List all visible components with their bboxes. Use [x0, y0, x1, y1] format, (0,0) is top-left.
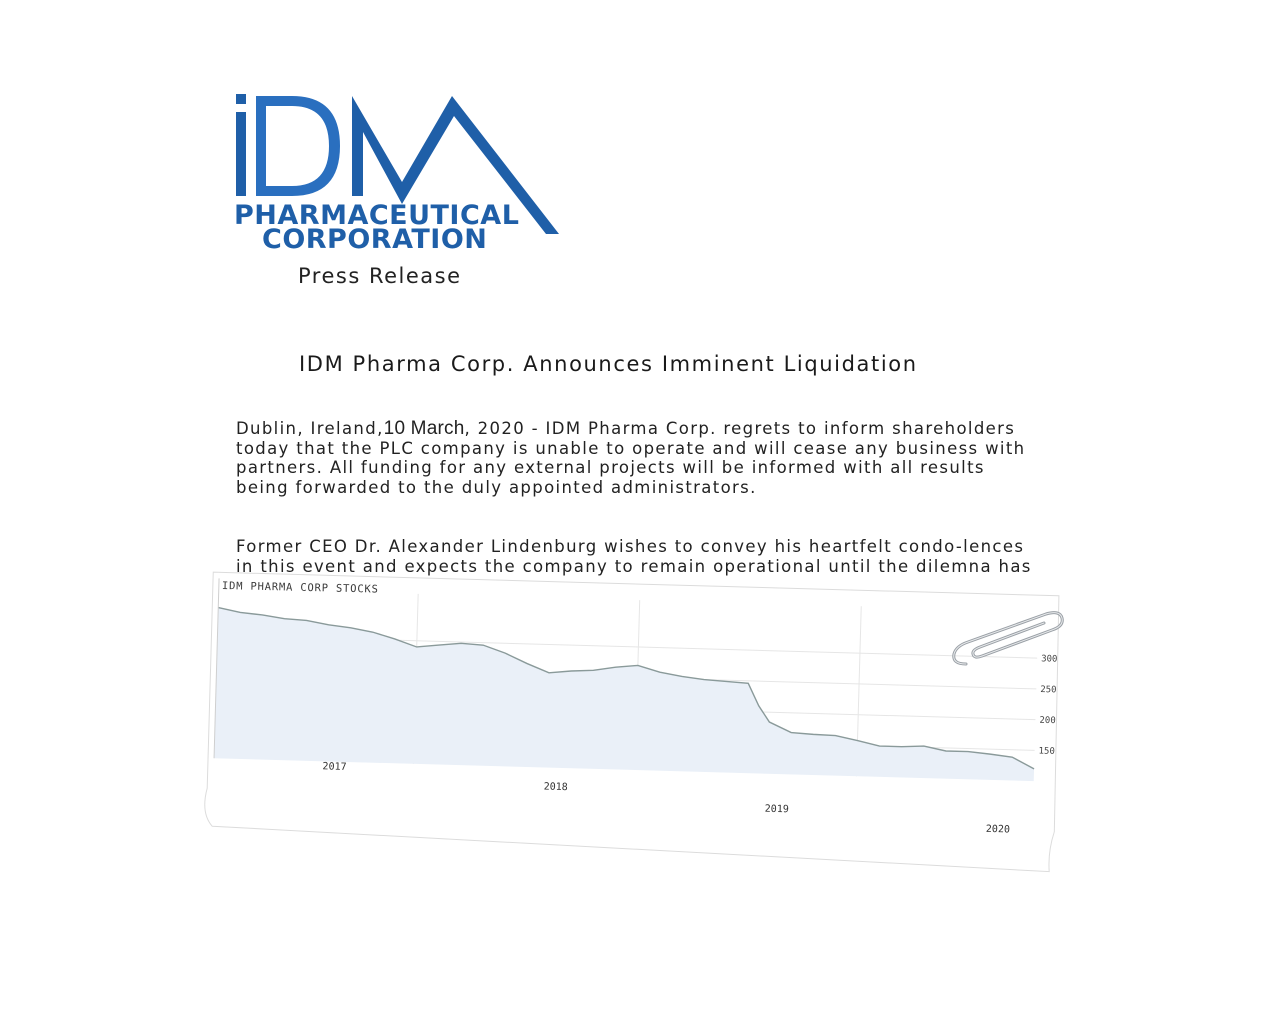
dateline-date: 10 March	[383, 418, 465, 439]
y-axis-line	[213, 578, 220, 759]
y-tick-label: 300	[1041, 654, 1058, 664]
company-logo: PHARMACEUTICAL CORPORATION	[232, 92, 562, 255]
y-tick-label: 250	[1040, 685, 1057, 695]
paragraph-1: Dublin, Ireland,10 March, 2020 - IDM Pha…	[236, 419, 1036, 497]
logo-letters-graphic	[236, 94, 559, 234]
paragraph-2: Former CEO Dr. Alexander Lindenburg wish…	[236, 537, 1032, 595]
y-tick-label: 200	[1039, 716, 1056, 726]
x-tick-label: 2020	[986, 824, 1010, 836]
y-tick-label: 150	[1038, 747, 1055, 757]
x-tick-label: 2017	[322, 761, 346, 773]
chart-paper: 300 250 200 150 2017 2018 2019 2020	[204, 571, 1060, 873]
press-release-label: Press Release	[298, 264, 462, 288]
stock-chart: 300 250 200 150 2017 2018 2019 2020	[204, 571, 1060, 873]
paragraph-1-body: , 2020 - IDM Pharma Corp. regrets to inf…	[236, 419, 1026, 497]
paperclip-icon	[952, 611, 1064, 666]
logo-line1: PHARMACEUTICAL	[234, 200, 520, 231]
dateline-prefix: Dublin, Ireland,	[236, 419, 384, 438]
logo-line2: CORPORATION	[262, 224, 488, 255]
headline: IDM Pharma Corp. Announces Imminent Liqu…	[299, 352, 918, 376]
x-tick-label: 2019	[765, 804, 789, 816]
x-tick-label: 2018	[543, 781, 567, 793]
series-line	[218, 606, 1035, 770]
stock-chart-clipping: 300 250 200 150 2017 2018 2019 2020	[195, 570, 1075, 890]
series-area	[214, 607, 1035, 782]
